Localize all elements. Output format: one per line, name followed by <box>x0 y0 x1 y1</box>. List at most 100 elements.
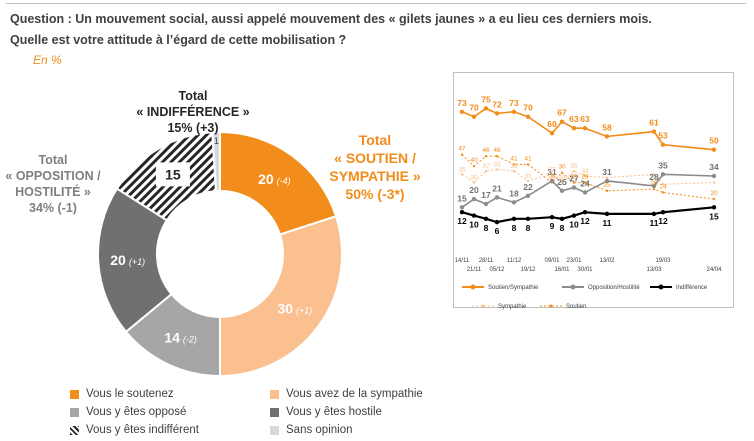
series-point <box>560 181 564 184</box>
data-label: 53 <box>658 131 668 141</box>
x-tick-label: 09/01 <box>544 258 560 264</box>
data-label: 32 <box>548 166 556 173</box>
series-point <box>495 155 499 158</box>
series-point <box>604 178 610 184</box>
series-point <box>549 214 555 220</box>
data-label: 29 <box>581 174 589 181</box>
total-opposition-line2: « OPPOSITION / <box>5 169 101 183</box>
data-label: 35 <box>658 160 668 170</box>
series-point <box>712 181 716 184</box>
donut-slice <box>97 187 173 334</box>
series-point <box>712 197 716 201</box>
data-label: 10 <box>469 220 479 230</box>
series-point <box>660 210 666 215</box>
legend-text: Sympathie <box>498 304 527 310</box>
series-point <box>572 169 576 173</box>
series-point <box>582 210 588 215</box>
series-point <box>651 211 657 217</box>
data-label: 29 <box>570 174 578 181</box>
legend-label: Sans opinion <box>286 424 353 436</box>
series-point <box>471 196 477 202</box>
data-label: 26 <box>650 180 658 187</box>
data-label: 58 <box>602 122 612 132</box>
data-label: 72 <box>492 99 502 109</box>
data-label: 36 <box>510 163 518 170</box>
data-label: 30 <box>470 175 478 182</box>
total-soutien-line2: « SOUTIEN / <box>334 150 416 166</box>
legend-text: Opposition/Hostilité <box>588 285 640 291</box>
x-tick-label: 21/11 <box>467 267 482 273</box>
series-point <box>460 173 464 176</box>
total-indifference-label: Total « INDIFFÉRENCE » 15% (+3) <box>128 88 258 136</box>
slice-value-label: 15 <box>165 166 181 182</box>
series-point <box>583 174 587 178</box>
data-label: 28 <box>649 172 659 182</box>
x-tick-label: 23/01 <box>566 258 582 264</box>
series-point <box>511 109 517 114</box>
data-label: 75 <box>481 94 491 104</box>
data-label: 31 <box>602 167 612 177</box>
series-point <box>583 181 587 184</box>
data-label: 63 <box>569 114 579 124</box>
data-label: 25 <box>557 177 567 187</box>
series-line <box>461 168 715 185</box>
series-point <box>661 191 665 194</box>
legend-text: Soutien/Sympathie <box>488 285 539 291</box>
donut-slice <box>219 130 338 236</box>
trend-chart-panel <box>453 72 734 308</box>
legend-marker <box>570 284 576 290</box>
legend-marker <box>481 304 485 308</box>
data-label: 46 <box>482 147 490 154</box>
data-label: 34 <box>709 162 719 172</box>
total-indifference-value: 15% (+3) <box>167 121 219 135</box>
legend-swatch <box>70 408 79 417</box>
series-point <box>604 211 610 217</box>
data-label: 46 <box>493 147 501 154</box>
slice-value-label: 14 (-2) <box>164 330 197 346</box>
data-label: 15 <box>457 193 467 203</box>
data-label: 33 <box>493 161 501 168</box>
data-label: 35 <box>570 163 578 170</box>
legend-label: Vous avez de la sympathie <box>286 388 423 400</box>
slice-value-label: 30 (+1) <box>277 300 312 316</box>
donut-slice <box>211 130 221 193</box>
legend-label: Vous le soutenez <box>86 388 174 400</box>
x-tick-label: 28/11 <box>479 258 494 264</box>
series-point <box>460 153 464 156</box>
data-label: 15 <box>709 211 719 221</box>
series-point <box>560 171 564 174</box>
x-tick-label: 24/04 <box>706 267 722 273</box>
legend-marker <box>549 304 553 308</box>
data-label: 37 <box>482 163 490 170</box>
data-label: 47 <box>458 146 466 153</box>
series-point <box>571 185 577 190</box>
data-label: 12 <box>580 216 590 226</box>
series-point <box>484 155 488 158</box>
data-label: 31 <box>524 173 532 180</box>
series-point <box>526 179 530 183</box>
x-tick-label: 05/12 <box>489 267 505 273</box>
series-point <box>525 216 531 222</box>
data-label: 31 <box>547 167 557 177</box>
data-label: 27 <box>569 174 579 184</box>
data-label: 30 <box>558 164 566 171</box>
series-point <box>526 163 530 166</box>
series-point <box>511 216 517 222</box>
series-point <box>495 168 499 171</box>
data-label: 18 <box>509 188 519 198</box>
legend-text: Indifférence <box>676 285 708 291</box>
data-label: 36 <box>548 174 556 181</box>
total-opposition-label: Total « OPPOSITION / HOSTILITÉ » 34% (-1… <box>0 152 108 216</box>
legend-marker <box>470 284 476 290</box>
series-point <box>605 189 609 193</box>
series-point <box>483 201 489 207</box>
legend-label: Vous y êtes opposé <box>86 406 187 418</box>
x-tick-label: 19/12 <box>520 267 536 273</box>
series-point <box>459 205 465 210</box>
series-point <box>572 181 576 184</box>
total-opposition-value: 34% (-1) <box>29 201 77 215</box>
series-point <box>494 195 500 200</box>
series-point <box>459 210 465 215</box>
total-indifference-line2: « INDIFFÉRENCE » <box>136 105 250 119</box>
